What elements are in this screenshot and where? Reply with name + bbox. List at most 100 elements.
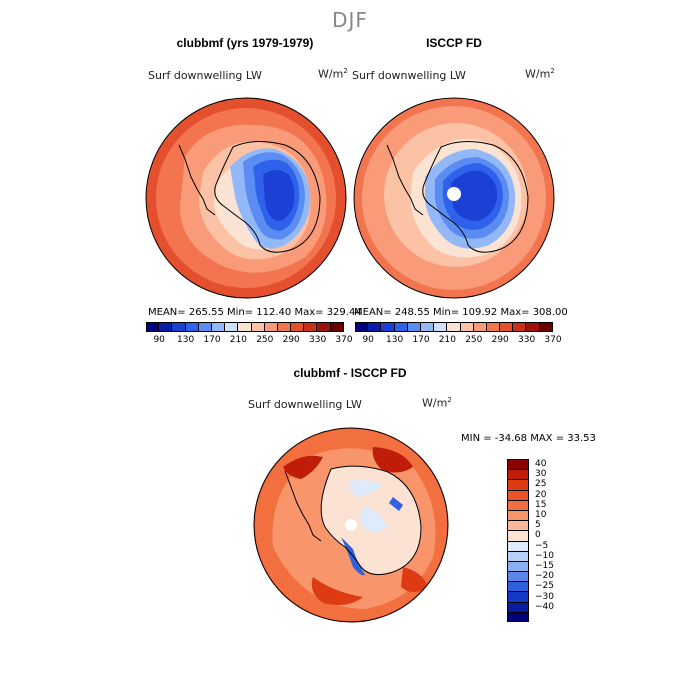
panel2-colorbar-ticks: 90 130 170 210 250 290 330 370	[355, 335, 561, 347]
diff-high-patch-2	[372, 447, 413, 473]
diff-colorbar-swatch	[507, 540, 529, 551]
diff-units: W/m2	[422, 396, 452, 410]
colorbar-tick-label: 210	[438, 335, 456, 345]
colorbar-swatch	[526, 322, 540, 332]
colorbar-tick-label: 90	[153, 335, 165, 345]
colorbar-swatch	[159, 322, 173, 332]
diff-colorbar-tick-label: −40	[535, 601, 554, 612]
colorbar-swatch	[264, 322, 278, 332]
diff-colorbar-swatch	[507, 509, 529, 521]
colorbar-swatch	[434, 322, 448, 332]
diff-colorbar	[507, 459, 529, 622]
colorbar-tick-label: 290	[491, 335, 509, 345]
panel1-stats: MEAN= 265.55 Min= 112.40 Max= 329.44	[148, 307, 362, 318]
panel1-peninsula	[178, 144, 216, 216]
colorbar-swatch	[304, 322, 318, 332]
diff-antarctica-coast	[320, 465, 422, 576]
diff-colorbar-tick-label: −5	[535, 540, 549, 551]
panel1-colorbar: 90 130 170 210 250 290 330 370	[146, 322, 353, 347]
diff-colorbar-swatch	[507, 560, 529, 572]
colorbar-swatch	[185, 322, 199, 332]
diff-low-patch-3	[389, 497, 403, 511]
diff-colorbar-swatch	[507, 469, 529, 480]
colorbar-swatch	[238, 322, 252, 332]
diff-stats: MIN = -34.68 MAX = 33.53	[461, 433, 596, 444]
diff-low-patch-1	[348, 480, 383, 497]
colorbar-swatch	[291, 322, 305, 332]
diff-title: clubbmf - ISCCP FD	[293, 366, 407, 380]
diff-colorbar-tick-label: 0	[535, 530, 541, 541]
panel2-pole-missing	[447, 187, 461, 201]
panel2-colorbar: 90 130 170 210 250 290 330 370	[355, 322, 562, 347]
panel2-variable: Surf downwelling LW	[352, 69, 466, 82]
colorbar-swatch	[447, 322, 461, 332]
colorbar-swatch	[460, 322, 474, 332]
diff-colorbar-swatch	[507, 601, 529, 612]
diff-colorbar-swatch	[507, 489, 529, 500]
panel1-colorbar-swatches	[146, 322, 344, 332]
diff-colorbar-ticks: 40 30 25 20 15 10 5 0 −5 −10 −15 −20 −25 −30 −40	[535, 459, 575, 622]
colorbar-tick-label: 130	[386, 335, 404, 345]
season-title: DJF	[332, 8, 368, 32]
diff-colorbar-tick-label: 20	[535, 489, 547, 500]
panel2-units: W/m2	[525, 67, 555, 81]
diff-colorbar-swatch	[507, 479, 529, 490]
diff-colorbar-tick-label: −25	[535, 581, 554, 592]
diff-colorbar-swatch	[507, 520, 529, 531]
diff-colorbar-swatch	[507, 459, 529, 470]
diff-colorbar-tick-label: 40	[535, 459, 547, 470]
panel1-band-150	[263, 170, 295, 221]
colorbar-tick-label: 170	[412, 335, 430, 345]
colorbar-tick-label: 330	[518, 335, 536, 345]
colorbar-tick-label: 90	[362, 335, 374, 345]
diff-colorbar-tick-label: −10	[535, 550, 554, 561]
diff-colorbar-swatch	[507, 581, 529, 592]
colorbar-swatch	[394, 322, 408, 332]
diff-pole-missing	[345, 519, 357, 531]
panel2-map	[353, 97, 555, 299]
panel1-title: clubbmf (yrs 1979-1979)	[176, 36, 314, 50]
panel2-antarctica-coast	[422, 141, 529, 253]
panel2-colorbar-swatches	[355, 322, 553, 332]
diff-colorbar-tick-label: −15	[535, 560, 554, 571]
colorbar-swatch	[381, 322, 395, 332]
colorbar-swatch	[407, 322, 421, 332]
diff-colorbar-swatch	[507, 611, 529, 622]
diff-colorbar-tick-label: −20	[535, 571, 554, 582]
diff-colorbar-tick-label: 10	[535, 510, 547, 521]
panel1-units: W/m2	[318, 67, 348, 81]
diff-colorbar-tick-label: 25	[535, 479, 547, 490]
colorbar-tick-label: 170	[203, 335, 221, 345]
colorbar-tick-label: 290	[282, 335, 300, 345]
colorbar-swatch	[368, 322, 382, 332]
colorbar-swatch	[277, 322, 292, 332]
panel1-colorbar-ticks: 90 130 170 210 250 290 330 370	[146, 335, 352, 347]
colorbar-tick-label: 250	[465, 335, 483, 345]
diff-colorbar-tick-label: 5	[535, 520, 541, 531]
colorbar-swatch	[473, 322, 487, 332]
colorbar-tick-label: 370	[335, 335, 353, 345]
colorbar-tick-label: 250	[256, 335, 274, 345]
diff-map	[253, 427, 449, 623]
panel1-variable: Surf downwelling LW	[148, 69, 262, 82]
panel2-band-150	[451, 170, 498, 221]
panel1-map	[145, 97, 347, 299]
diff-colorbar-swatch	[507, 499, 529, 510]
colorbar-swatch	[211, 322, 226, 332]
diff-colorbar-tick-label: 15	[535, 499, 547, 510]
colorbar-tick-label: 210	[229, 335, 247, 345]
colorbar-tick-label: 330	[309, 335, 327, 345]
diff-low-patch-2	[360, 507, 387, 532]
diff-high-patch-3	[311, 577, 363, 605]
diff-variable: Surf downwelling LW	[248, 398, 362, 411]
colorbar-swatch	[317, 322, 331, 332]
panel2-peninsula	[386, 144, 424, 216]
diff-colorbar-swatch	[507, 550, 529, 561]
panel1-antarctica-coast	[214, 141, 321, 253]
diff-colorbar-swatch	[507, 591, 529, 602]
colorbar-swatch	[172, 322, 186, 332]
diff-peninsula	[284, 470, 322, 542]
diff-colorbar-swatch	[507, 571, 529, 582]
diff-colorbar-tick-label: 30	[535, 469, 547, 480]
colorbar-swatch	[198, 322, 212, 332]
